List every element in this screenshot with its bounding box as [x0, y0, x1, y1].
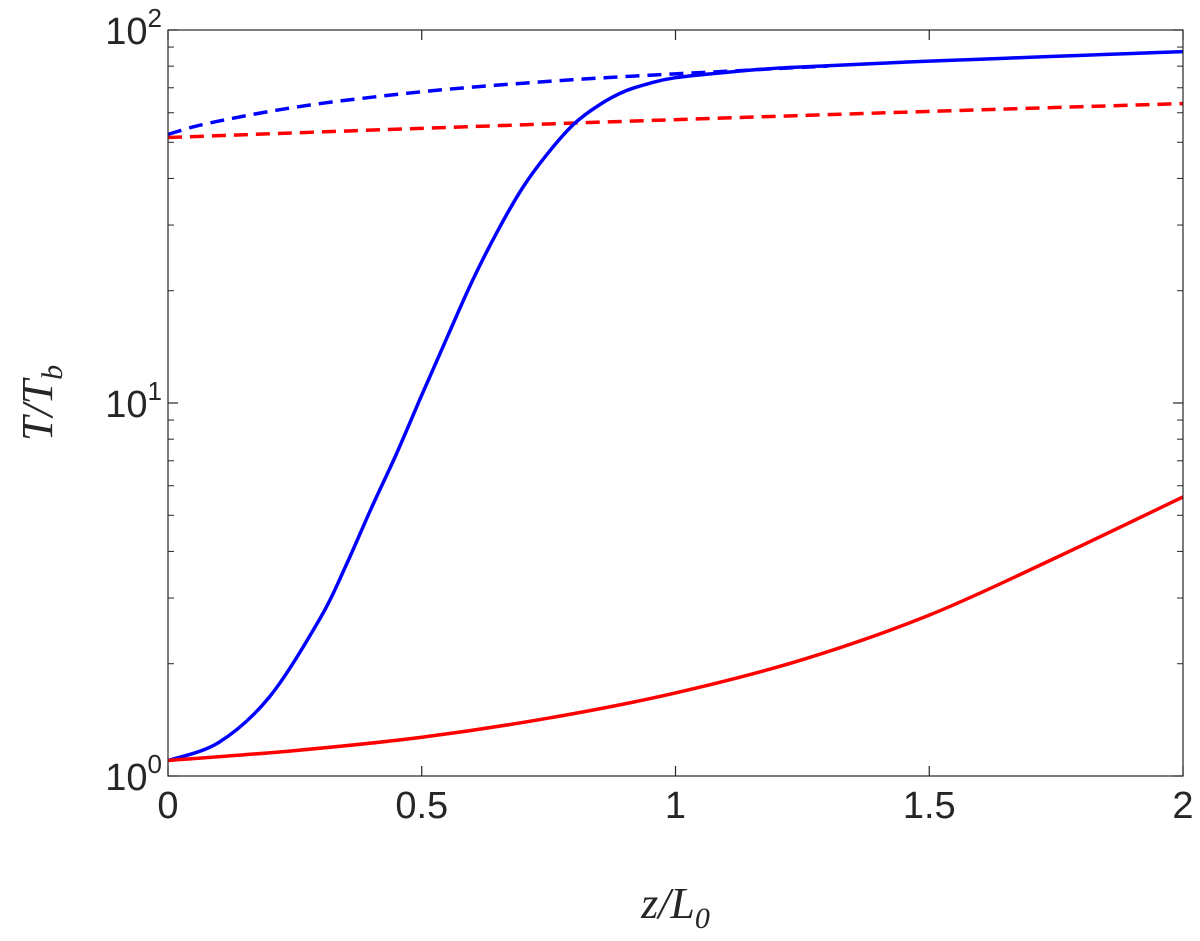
- x-tick-label: 0.5: [395, 785, 448, 827]
- x-tick-label: 1.5: [903, 785, 956, 827]
- series-line-red-dashed: [167, 101, 1184, 140]
- y-tick-label: 100: [105, 749, 162, 799]
- y-axis-title-subscript: b: [36, 365, 69, 380]
- x-tick-label: 0: [157, 785, 178, 827]
- y-tick-label: 102: [105, 3, 162, 53]
- y-axis-title-main: T/T: [13, 376, 62, 441]
- series-layer: [167, 49, 1184, 763]
- series-line-blue-dashed: [167, 64, 828, 137]
- y-tick-label-exponent: 1: [148, 376, 162, 406]
- x-tick-label: 1: [665, 785, 686, 827]
- y-tick-label-base: 10: [105, 11, 147, 53]
- x-tick-label: 2: [1172, 785, 1193, 827]
- y-tick-label: 101: [105, 376, 162, 426]
- y-tick-label-exponent: 0: [148, 749, 162, 779]
- x-axis-title-main: z/L: [640, 879, 695, 928]
- axes-layer: [167, 29, 1184, 777]
- y-tick-label-base: 10: [105, 384, 147, 426]
- x-axis-title: z/L0: [640, 879, 710, 935]
- y-axis-title: T/Tb: [13, 365, 69, 441]
- x-axis-title-subscript: 0: [695, 902, 710, 935]
- series-line-red-solid: [167, 495, 1184, 763]
- y-tick-label-base: 10: [105, 757, 147, 799]
- y-tick-label-exponent: 2: [148, 3, 162, 33]
- series-line-blue-solid: [167, 49, 1184, 763]
